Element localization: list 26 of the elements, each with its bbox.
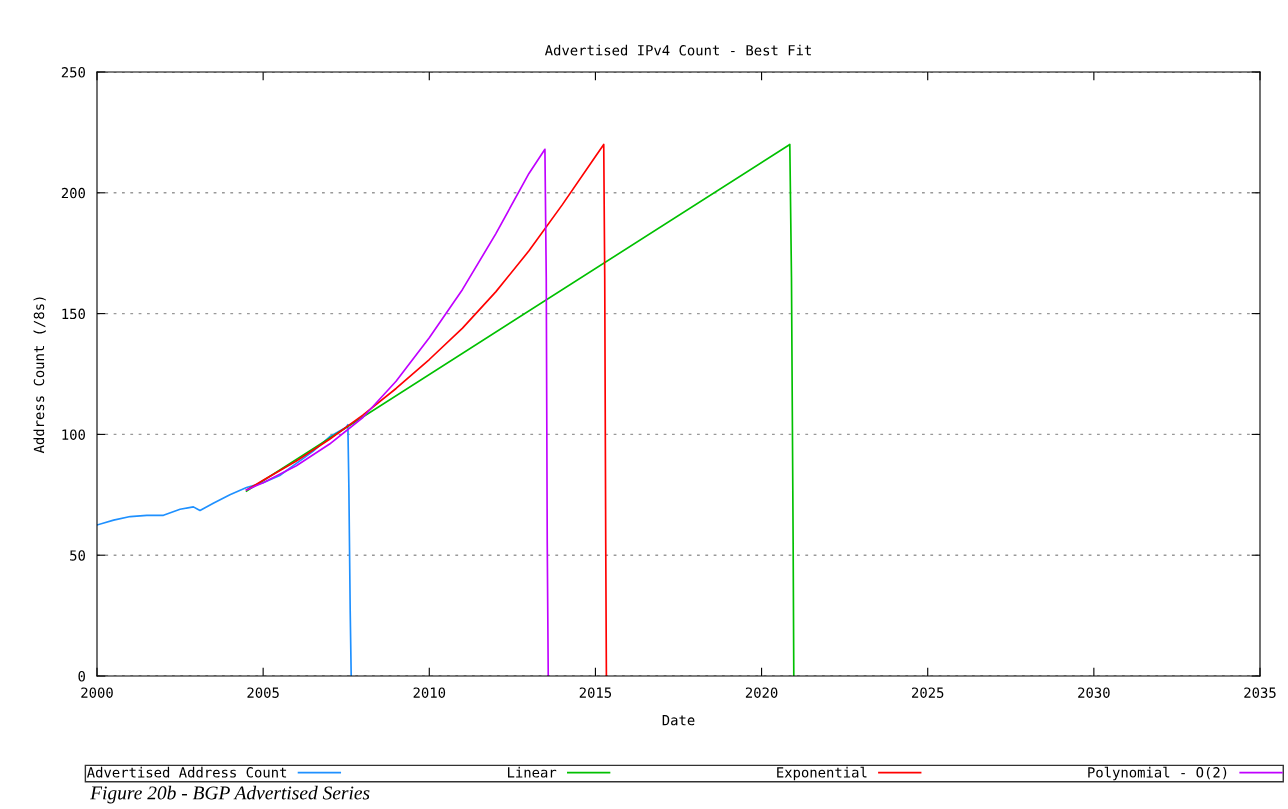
y-axis-title: Address Count (/8s) xyxy=(33,297,46,454)
x-tick-label: 2035 xyxy=(1244,687,1276,698)
legend-label: Polynomial - O(2) xyxy=(1088,766,1227,781)
line-series xyxy=(245,148,550,676)
x-tick-label: 2010 xyxy=(413,687,446,698)
x-tick-label: 2000 xyxy=(81,687,113,698)
y-tick-label: 0 xyxy=(78,671,85,682)
chart-title: Advertised IPv4 Count - Best Fit xyxy=(544,44,811,56)
y-tick-label: 200 xyxy=(61,187,85,199)
x-axis-title: Date xyxy=(662,715,695,726)
legend-label: Linear xyxy=(508,766,557,778)
y-tick-label: 50 xyxy=(70,550,85,561)
y-tick-label: 250 xyxy=(61,67,85,78)
x-tick-label: 2025 xyxy=(912,687,944,698)
x-tick-label: 2015 xyxy=(579,687,612,698)
line-series xyxy=(245,143,795,676)
x-tick-label: 2005 xyxy=(247,687,279,698)
line-series xyxy=(245,143,608,676)
legend-label: Exponential xyxy=(777,766,867,781)
caption: Figure 20b - BGP Advertised Series xyxy=(90,785,370,804)
x-tick-label: 2030 xyxy=(1078,687,1110,698)
line-series xyxy=(97,423,353,676)
x-tick-label: 2020 xyxy=(745,687,778,698)
y-tick-label: 150 xyxy=(62,308,85,320)
legend-label: Advertised Address Count xyxy=(87,766,287,778)
y-tick-label: 100 xyxy=(62,429,85,440)
